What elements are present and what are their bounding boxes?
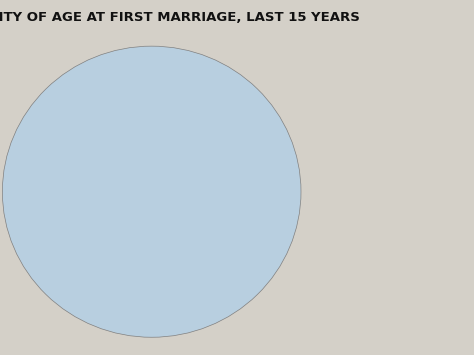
Text: DISPARITY OF AGE AT FIRST MARRIAGE, LAST 15 YEARS: DISPARITY OF AGE AT FIRST MARRIAGE, LAST…	[0, 11, 360, 24]
Ellipse shape	[2, 46, 301, 337]
